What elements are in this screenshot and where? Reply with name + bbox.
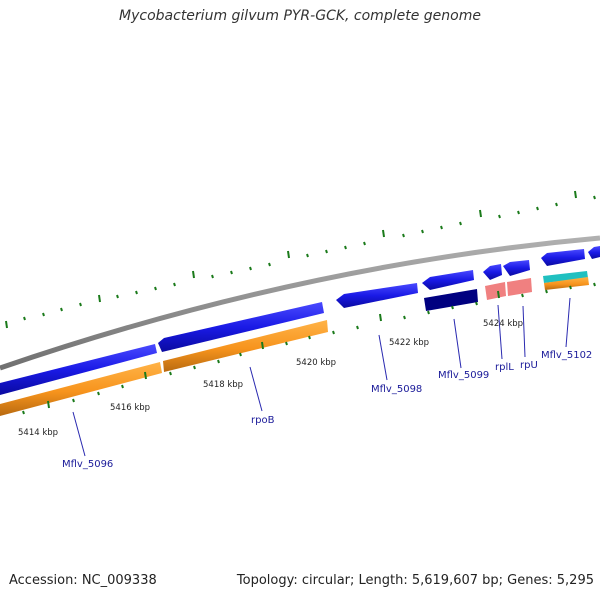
rrna-bar-rpu	[507, 278, 532, 296]
cds-arrow-partial	[588, 246, 600, 259]
scale-label-5418: 5418 kbp	[203, 380, 243, 390]
cds-arrow-mflv-5098	[336, 283, 418, 308]
genome-stats-text: Topology: circular; Length: 5,619,607 bp…	[236, 573, 594, 588]
inner-tick-ring	[22, 282, 596, 415]
gene-labels: Mflv_5096 rpoB Mflv_5098 Mflv_5099 rplL …	[62, 350, 592, 470]
scale-labels: 5414 kbp 5416 kbp 5418 kbp 5420 kbp 5422…	[18, 319, 523, 438]
gene-track	[0, 271, 589, 416]
gene-label-mflv-5098: Mflv_5098	[371, 384, 422, 395]
gene-bar-mflv-5099-dark	[424, 289, 478, 311]
rrna-bar-rpll	[485, 282, 506, 300]
scale-label-5424: 5424 kbp	[483, 319, 523, 329]
outer-tick-ring	[5, 190, 596, 329]
scale-label-5416: 5416 kbp	[110, 403, 150, 413]
cds-track	[0, 246, 600, 395]
map-title: Mycobacterium gilvum PYR-GCK, complete g…	[119, 8, 481, 24]
gene-label-rpll: rplL	[495, 362, 514, 373]
gene-label-mflv-5096: Mflv_5096	[62, 459, 113, 470]
cds-arrow-mflv-5096	[0, 344, 157, 395]
scale-label-5422: 5422 kbp	[389, 338, 429, 348]
accession-text: Accession: NC_009338	[9, 573, 157, 588]
cds-arrow-rpll	[483, 264, 502, 280]
gene-bar-rpob	[163, 320, 328, 372]
cds-arrow-mflv-5102	[541, 249, 585, 266]
scale-label-5414: 5414 kbp	[18, 428, 58, 438]
gene-bar-mflv-5096	[0, 362, 162, 416]
label-leaders	[72, 297, 571, 457]
cds-arrow-mflv-5099	[422, 270, 474, 290]
gene-label-rpob: rpoB	[251, 415, 275, 426]
gene-label-mflv-5102: Mflv_5102	[541, 350, 592, 361]
cds-arrow-rpu	[503, 260, 530, 276]
genome-backbone	[0, 235, 600, 371]
gene-bar-mflv-5102	[544, 277, 589, 290]
gene-label-mflv-5099: Mflv_5099	[438, 370, 489, 381]
trna-bar-mflv-5102	[543, 271, 588, 283]
gene-label-rpu: rpU	[520, 360, 538, 371]
scale-label-5420: 5420 kbp	[296, 358, 336, 368]
cds-arrow-rpob	[158, 302, 324, 352]
